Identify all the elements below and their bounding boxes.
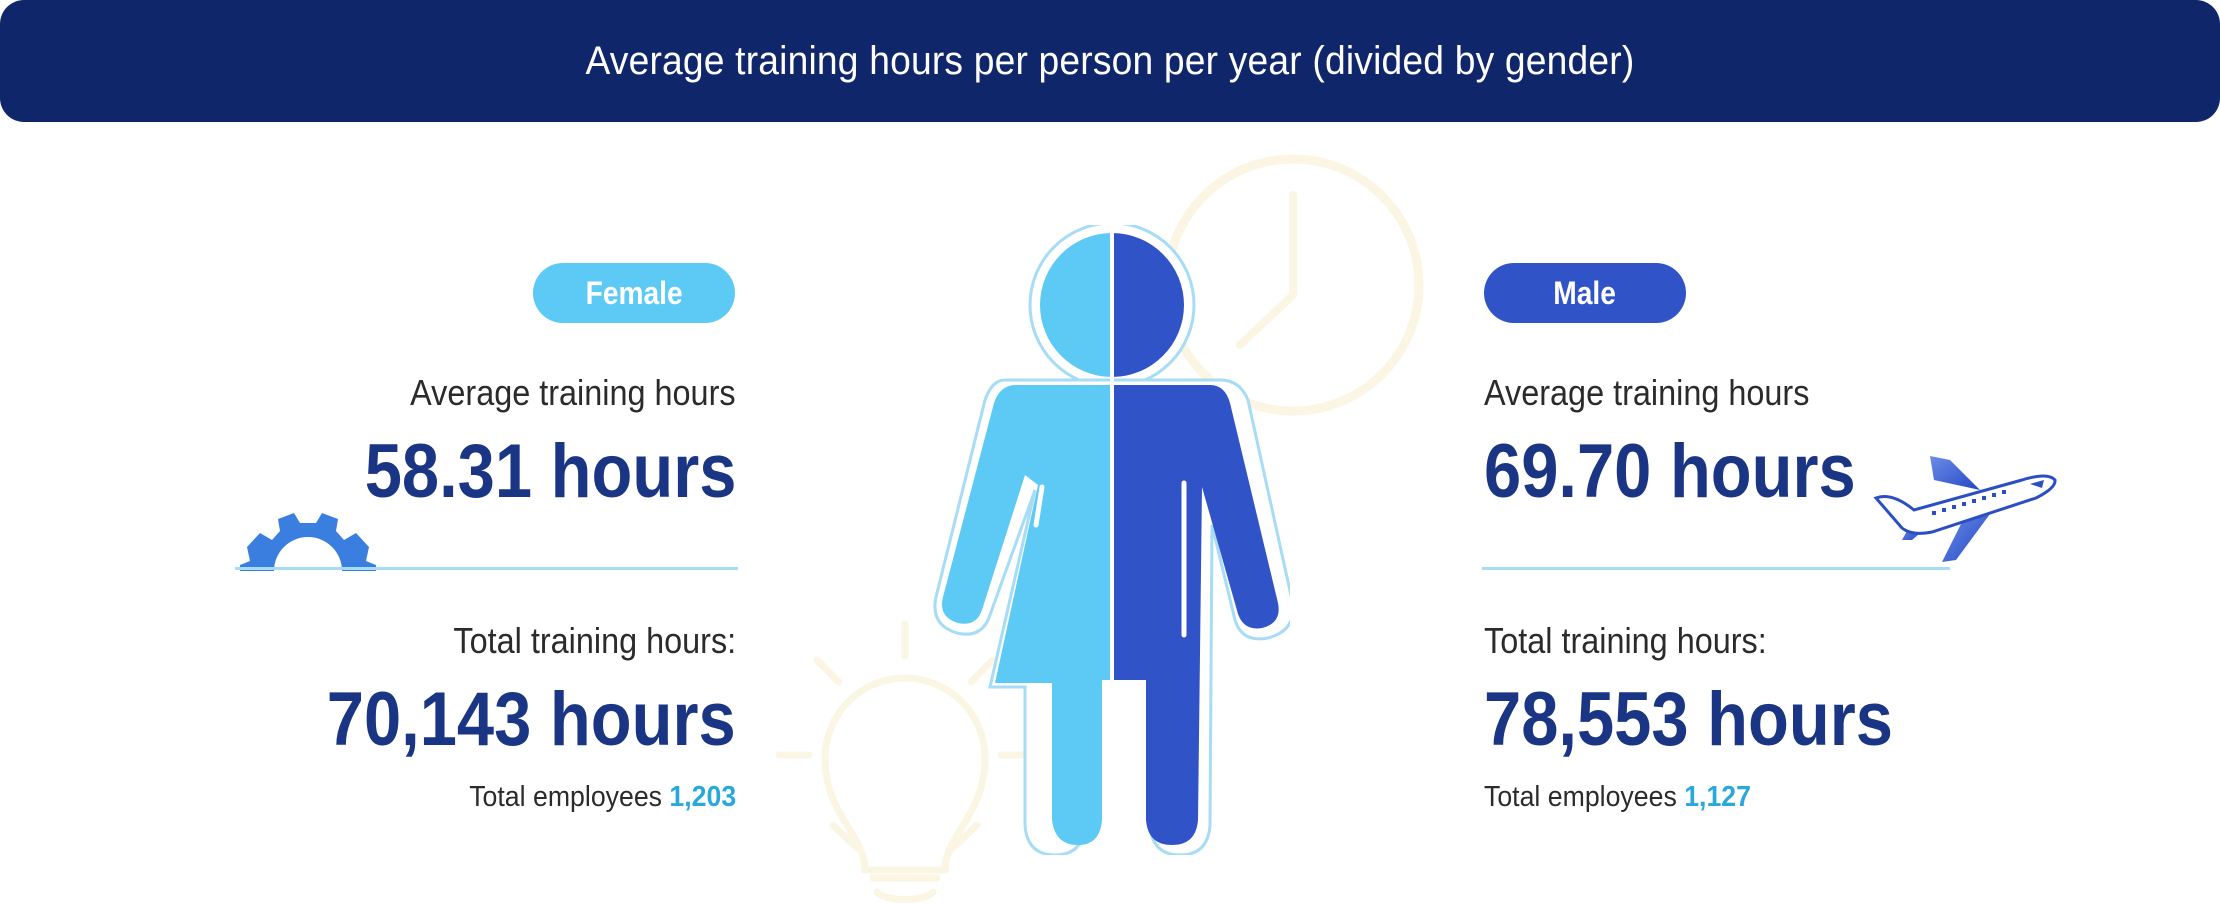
female-badge: Female [533,263,735,323]
female-average-label: Average training hours [410,372,736,413]
male-average-label: Average training hours [1484,372,1810,413]
female-average-value: 58.31 hours [364,429,736,514]
gear-icon [240,513,376,571]
male-total-label: Total training hours: [1484,620,1767,661]
male-employees-label: Total employees [1484,781,1677,813]
male-employees-count: 1,127 [1684,781,1751,813]
airplane-icon [1873,456,2057,562]
female-employees: Total employees 1,203 [446,781,736,814]
female-employees-label: Total employees [469,781,662,813]
female-employees-count: 1,203 [669,781,736,813]
male-average-value: 69.70 hours [1484,429,1856,514]
female-divider [235,567,738,570]
female-total-label: Total training hours: [453,620,736,661]
male-total-value: 78,553 hours [1484,677,1893,762]
male-divider [1482,567,1950,570]
lightbulb-icon [775,620,1030,903]
title-bar: Average training hours per person per ye… [0,0,2220,122]
person-split-icon [933,225,1290,855]
male-badge: Male [1484,263,1686,323]
male-employees: Total employees 1,127 [1484,781,1774,814]
female-total-value: 70,143 hours [327,677,736,762]
page-title: Average training hours per person per ye… [585,38,1635,83]
